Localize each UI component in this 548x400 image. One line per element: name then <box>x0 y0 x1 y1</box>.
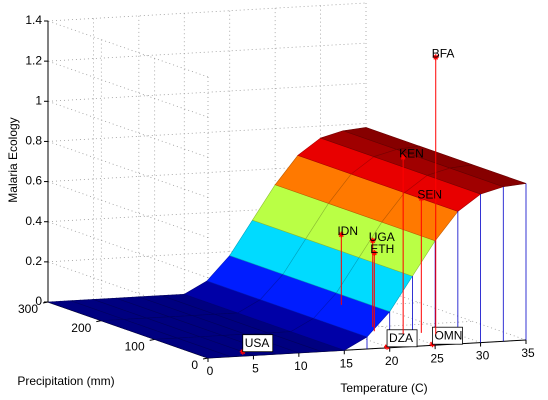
grid-line <box>47 82 367 102</box>
point-marker <box>418 195 425 202</box>
z-tick-label: 0.6 <box>25 174 42 188</box>
y-tick-label: 100 <box>125 340 145 354</box>
point-label-box <box>432 326 463 345</box>
point-label: USA <box>245 336 270 350</box>
point-label: UGA <box>369 230 395 244</box>
x-tick-label: 35 <box>521 346 535 360</box>
x-tick-label: 20 <box>385 354 399 368</box>
point-marker <box>400 154 407 161</box>
z-tick-label: 1 <box>35 93 42 107</box>
y-tick-label: 300 <box>18 302 38 316</box>
point-label-box <box>242 334 274 353</box>
x-tick-label: 0 <box>207 364 214 378</box>
x-axis-label: Temperature (C) <box>340 381 427 395</box>
point-label: ETH <box>370 242 394 256</box>
point-marker <box>338 231 345 238</box>
y-tick <box>96 320 102 323</box>
z-tick-label: 0.8 <box>25 134 42 148</box>
grid-line <box>47 2 367 22</box>
y-tick <box>149 338 155 341</box>
grid-line <box>47 42 367 62</box>
z-tick-label: 1.4 <box>25 13 42 27</box>
x-tick-label: 25 <box>430 351 444 365</box>
point-label: IDN <box>337 224 358 238</box>
z-tick-label: 1.2 <box>25 53 42 67</box>
point-marker <box>432 54 439 61</box>
x-tick-label: 30 <box>476 349 490 363</box>
x-tick-label: 15 <box>340 356 354 370</box>
point-label: DZA <box>389 331 413 345</box>
z-axis-label: Malaria Ecology <box>6 117 20 202</box>
point-label-box <box>386 329 418 348</box>
grid-line <box>47 100 209 158</box>
grid-line <box>47 20 209 78</box>
point-marker <box>371 249 378 256</box>
point-marker <box>369 237 376 244</box>
y-tick <box>202 357 209 360</box>
y-tick-label: 200 <box>71 321 91 335</box>
grid-line <box>47 141 209 198</box>
y-tick-label: 0 <box>191 358 198 372</box>
point-label: BFA <box>432 46 455 60</box>
grid-line <box>47 221 209 279</box>
z-tick-label: 0.4 <box>25 214 42 228</box>
y-axis-label: Precipitation (mm) <box>17 374 114 388</box>
x-tick-label: 10 <box>294 359 308 373</box>
point-label: SEN <box>417 188 442 202</box>
z-tick-label: 0.2 <box>25 254 42 268</box>
z-tick-label: 0 <box>35 294 42 308</box>
grid-line <box>47 181 209 238</box>
point-label: KEN <box>399 146 424 160</box>
point-label: OMN <box>434 328 462 342</box>
grid-line <box>365 283 527 341</box>
x-tick-label: 5 <box>252 362 259 376</box>
grid-line <box>47 123 367 142</box>
grid-line <box>47 60 209 118</box>
